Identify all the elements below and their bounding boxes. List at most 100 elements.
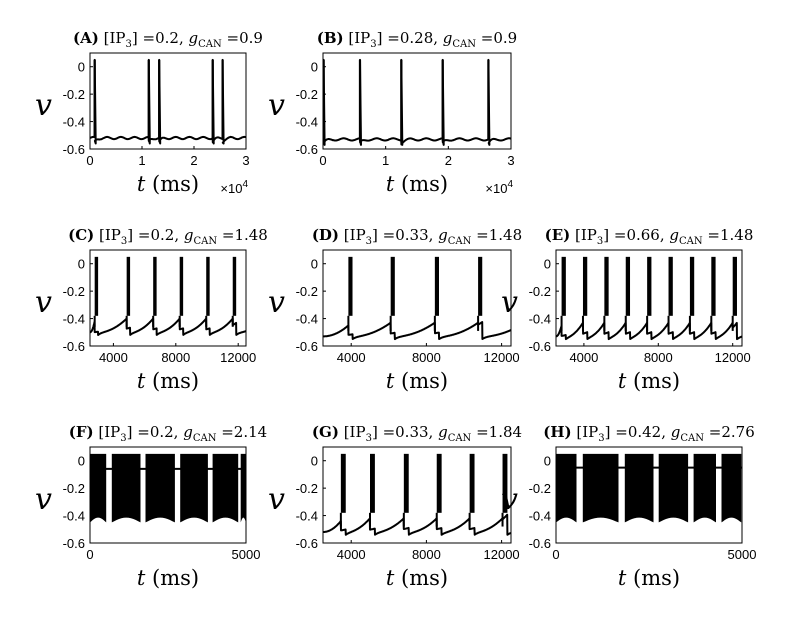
y-tick-label: -0.4 xyxy=(529,312,551,327)
burst-6 xyxy=(668,256,673,316)
y-tick-label: -0.2 xyxy=(296,87,318,102)
panel-e: 4000 8000 12000 0 -0.2 -0.4 -0.6 v t (ms) (E) [IP… xyxy=(501,226,753,393)
y-tick-label: 0 xyxy=(544,257,551,272)
voltage-trace xyxy=(322,58,512,146)
band-segment-6 xyxy=(721,453,742,523)
y-axis-label: v xyxy=(35,88,52,123)
y-tick-label: -0.2 xyxy=(63,481,85,496)
burst-5 xyxy=(206,256,210,316)
y-tick-label: -0.4 xyxy=(529,509,551,524)
y-tick-label: 0 xyxy=(78,60,85,75)
panel-title: (C) [IP3] =0.2, gCAN =1.48 xyxy=(68,226,268,247)
burst-3 xyxy=(153,256,157,316)
x-tick-label: 12000 xyxy=(715,350,751,365)
panel-title: (F) [IP3] =0.2, gCAN =2.14 xyxy=(69,423,267,444)
y-axis-label: v xyxy=(268,482,285,517)
band-segment-3 xyxy=(624,453,654,523)
y-tick-label: 0 xyxy=(311,60,318,75)
panel-f: 0 5000 0 -0.2 -0.4 -0.6 v t (ms) (F) [IP3] =0.2,… xyxy=(35,423,267,590)
x-tick-label: 0 xyxy=(86,547,93,562)
burst-5 xyxy=(469,453,475,513)
y-tick-label: -0.4 xyxy=(63,509,85,524)
burst-4 xyxy=(478,256,483,316)
y-axis-label: v xyxy=(501,482,518,517)
y-tick-label: -0.6 xyxy=(296,339,318,354)
y-tick-label: -0.4 xyxy=(63,312,85,327)
x-tick-label: 3 xyxy=(507,153,514,168)
y-axis-label: v xyxy=(268,88,285,123)
panel-title: (D) [IP3] =0.33, gCAN =1.48 xyxy=(312,226,522,247)
voltage-trace xyxy=(89,317,247,336)
x-tick-label: 0 xyxy=(552,547,559,562)
burst-2 xyxy=(126,256,131,316)
y-tick-label: -0.4 xyxy=(296,312,318,327)
panel-title: (E) [IP3] =0.66, gCAN =1.48 xyxy=(545,226,754,247)
y-axis-label: v xyxy=(35,285,52,320)
x-tick-label: 2 xyxy=(445,153,452,168)
x-tick-label: 1 xyxy=(138,153,145,168)
y-tick-label: -0.2 xyxy=(529,284,551,299)
y-tick-label: -0.6 xyxy=(63,142,85,157)
burst-2 xyxy=(582,256,588,316)
y-tick-label: -0.4 xyxy=(296,115,318,130)
y-tick-label: 0 xyxy=(311,454,318,469)
y-tick-label: -0.2 xyxy=(296,284,318,299)
burst-4 xyxy=(625,256,631,316)
y-tick-label: 0 xyxy=(311,257,318,272)
x-tick-label: 12000 xyxy=(220,350,256,365)
band-segment-1 xyxy=(90,453,107,523)
x-tick-label: 8000 xyxy=(412,547,441,562)
y-tick-label: -0.6 xyxy=(529,339,551,354)
burst-1 xyxy=(561,256,566,316)
burst-4 xyxy=(436,453,442,513)
voltage-trace xyxy=(89,58,247,145)
burst-5 xyxy=(647,256,652,316)
x-tick-label: 5000 xyxy=(728,547,757,562)
x-tick-label: 5000 xyxy=(232,547,261,562)
panel-title: (H) [IP3] =0.42, gCAN =2.76 xyxy=(543,423,755,444)
panel-a: 0 1 2 3 0 -0.2 -0.4 -0.6 v t (ms) ×104 (A) [IP3] =0… xyxy=(35,29,263,196)
y-axis-label: v xyxy=(268,285,285,320)
x-axis-label: t (ms) xyxy=(137,172,199,196)
x-multiplier: ×104 xyxy=(485,179,513,196)
x-tick-label: 3 xyxy=(242,153,249,168)
x-tick-label: 12000 xyxy=(484,547,520,562)
x-tick-label: 8000 xyxy=(644,350,673,365)
x-tick-label: 4000 xyxy=(99,350,128,365)
y-tick-label: -0.6 xyxy=(296,142,318,157)
burst-3 xyxy=(403,453,409,513)
y-tick-label: 0 xyxy=(544,454,551,469)
band-segment-1 xyxy=(556,453,577,523)
x-axis-label: t (ms) xyxy=(618,566,680,590)
band-segment-2 xyxy=(582,453,619,523)
axes-frame xyxy=(89,446,247,544)
x-tick-label: 4000 xyxy=(337,547,366,562)
x-tick-label: 8000 xyxy=(161,350,190,365)
panel-c: 4000 8000 12000 0 -0.2 -0.4 -0.6 v t (ms) (C) [IP… xyxy=(35,226,268,393)
band-segment-4 xyxy=(658,453,689,523)
x-tick-label: 2 xyxy=(190,153,197,168)
x-tick-label: 1 xyxy=(382,153,389,168)
axes-frame xyxy=(322,249,512,347)
x-axis-label: t (ms) xyxy=(137,566,199,590)
band-segment-2 xyxy=(111,453,141,523)
y-axis-label: v xyxy=(35,482,52,517)
axes-frame xyxy=(555,249,743,347)
burst-1 xyxy=(94,256,99,316)
x-axis-label: t (ms) xyxy=(618,369,680,393)
axes-frame xyxy=(322,52,512,150)
panel-g: 4000 8000 12000 0 -0.2 -0.4 -0.6 v t (ms) (G) [IP… xyxy=(268,423,522,590)
band-segment-5 xyxy=(693,453,716,523)
burst-6 xyxy=(232,256,237,316)
y-tick-label: -0.2 xyxy=(296,481,318,496)
burst-3 xyxy=(604,256,609,316)
x-tick-label: 12000 xyxy=(484,350,520,365)
y-tick-label: 0 xyxy=(78,454,85,469)
x-tick-label: 0 xyxy=(319,153,326,168)
y-tick-label: -0.6 xyxy=(529,536,551,551)
y-tick-label: 0 xyxy=(78,257,85,272)
burst-1 xyxy=(348,256,353,316)
panel-d: 4000 8000 12000 0 -0.2 -0.4 -0.6 v t (ms) (D) [IP… xyxy=(268,226,522,393)
panel-b: 0 1 2 3 0 -0.2 -0.4 -0.6 v t (ms) ×104 (B) [IP3] =0… xyxy=(268,29,517,196)
panel-title: (B) [IP3] =0.28, gCAN =0.9 xyxy=(317,29,517,50)
